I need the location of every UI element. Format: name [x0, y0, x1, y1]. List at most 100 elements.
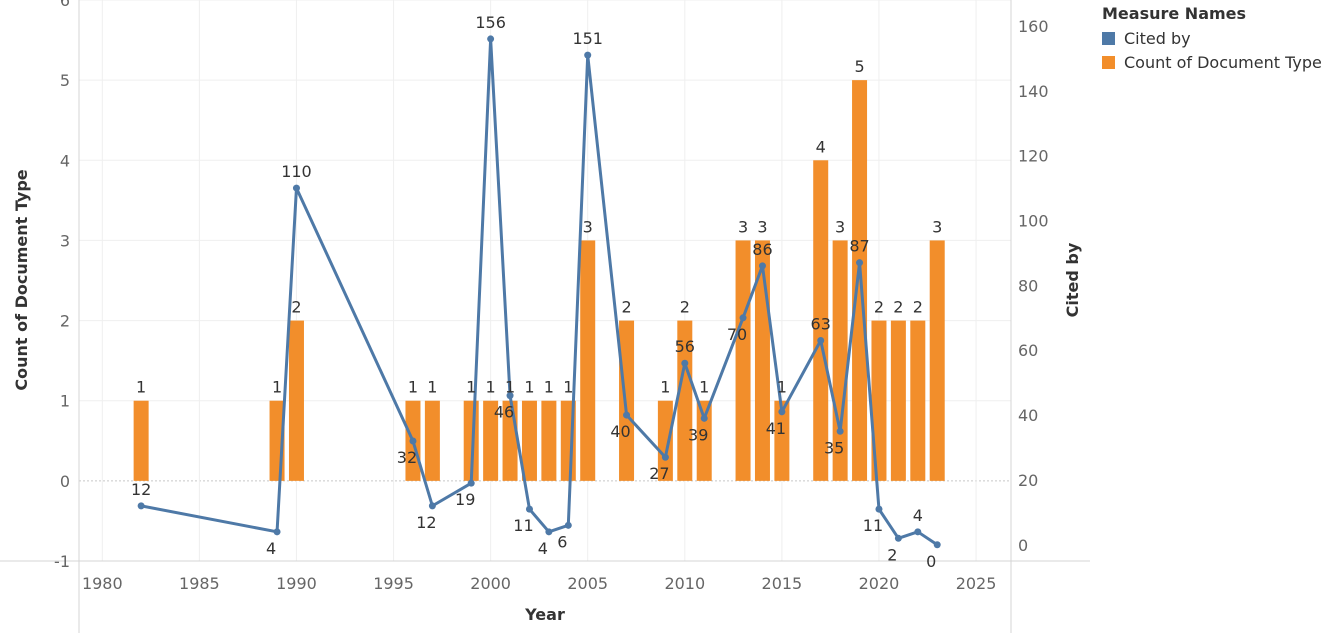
- bar-2021: [890, 320, 906, 481]
- line-label-1990: 110: [281, 162, 312, 181]
- bar-2017: [813, 160, 829, 481]
- bar-label-2022: 2: [913, 298, 923, 317]
- line-label-2020: 11: [863, 516, 883, 535]
- line-label-1997: 12: [416, 513, 436, 532]
- legend-swatch-count-of-document-type: [1102, 55, 1115, 69]
- bar-2020: [871, 320, 887, 481]
- x-tick-label: 1985: [179, 574, 220, 593]
- legend-title: Measure Names: [1102, 4, 1247, 23]
- bar-2009: [657, 400, 673, 481]
- y-right-axis-title: Cited by: [1063, 242, 1082, 317]
- y-left-tick-label: 2: [60, 312, 70, 331]
- y-right-tick-label: 100: [1018, 212, 1049, 231]
- axis-ticks: 1980 1985 1990 1995 2000 2005 2010 2015 2020 2025…: [54, 0, 1049, 593]
- y-left-tick-label: 1: [60, 392, 70, 411]
- x-tick-label: 2025: [956, 574, 997, 593]
- legend-label-cited-by: Cited by: [1124, 28, 1191, 48]
- line-label-2000: 156: [475, 13, 506, 32]
- line-label-2001: 46: [494, 403, 514, 422]
- bar-label-2013: 3: [738, 217, 748, 236]
- bar-label-2007: 2: [621, 298, 631, 317]
- bar-2000: [483, 400, 499, 481]
- point-2007: [623, 411, 631, 419]
- point-2021: [894, 534, 902, 542]
- y-left-axis-title: Count of Document Type: [12, 169, 31, 390]
- point-2015: [778, 408, 786, 416]
- legend: Measure Names Cited by Count of Document…: [1102, 4, 1322, 74]
- bar-label-2009: 1: [660, 378, 670, 397]
- point-2018: [836, 427, 844, 435]
- bar-label-1997: 1: [427, 378, 437, 397]
- bar-label-1999: 1: [466, 378, 476, 397]
- line-label-1989: 4: [266, 539, 276, 558]
- point-2003: [545, 528, 553, 536]
- bar-label-2003: 1: [544, 378, 554, 397]
- line-label-2009: 27: [649, 464, 669, 483]
- point-2022: [914, 528, 922, 536]
- point-2000: [487, 35, 495, 43]
- line-label-1996: 32: [397, 448, 417, 467]
- line-label-2019: 87: [849, 237, 869, 256]
- line-label-1999: 19: [455, 490, 475, 509]
- bar-label-2011: 1: [699, 378, 709, 397]
- line-label-2014: 86: [752, 240, 772, 259]
- y-left-tick-label: 5: [60, 71, 70, 90]
- y-right-tick-label: 60: [1018, 341, 1038, 360]
- legend-item-count-of-document-type[interactable]: Count of Document Type: [1102, 50, 1322, 74]
- chart-frame: [0, 0, 1090, 633]
- y-right-tick-label: 40: [1018, 406, 1038, 425]
- bar-label-2023: 3: [932, 217, 942, 236]
- point-1996: [409, 437, 417, 445]
- cited-by-line: [140, 37, 939, 547]
- x-tick-label: 2015: [762, 574, 803, 593]
- point-2010: [681, 359, 689, 367]
- bar-label-2010: 2: [680, 298, 690, 317]
- point-2001: [506, 392, 514, 400]
- y-left-tick-label: 3: [60, 231, 70, 250]
- point-1997: [428, 502, 436, 510]
- y-right-tick-label: 80: [1018, 276, 1038, 295]
- bar-2023: [929, 240, 945, 481]
- y-right-tick-label: 120: [1018, 147, 1049, 166]
- bar-label-2019: 5: [854, 57, 864, 76]
- line-label-2003: 4: [538, 539, 548, 558]
- point-2013: [739, 314, 747, 322]
- y-left-tick-label: 0: [60, 472, 70, 491]
- point-2014: [758, 262, 766, 270]
- bar-label-2014: 3: [757, 217, 767, 236]
- line-label-2011: 39: [688, 425, 708, 444]
- line-label-2002: 11: [513, 516, 533, 535]
- bar-1982: [133, 400, 149, 481]
- x-tick-label: 2000: [470, 574, 511, 593]
- bar-label-1982: 1: [136, 378, 146, 397]
- bar-1990: [288, 320, 304, 481]
- legend-item-cited-by[interactable]: Cited by: [1102, 26, 1322, 50]
- point-1999: [467, 479, 475, 487]
- bar-label-2002: 1: [524, 378, 534, 397]
- bar-label-2021: 2: [893, 298, 903, 317]
- point-2005: [584, 51, 592, 59]
- point-2004: [564, 521, 572, 529]
- bar-2011: [696, 400, 712, 481]
- line-series: [137, 35, 941, 549]
- line-label-1982: 12: [131, 480, 151, 499]
- bar-1997: [424, 400, 440, 481]
- bar-2007: [619, 320, 635, 481]
- point-2011: [700, 414, 708, 422]
- x-axis-title: Year: [524, 605, 565, 624]
- bar-label-2005: 3: [583, 217, 593, 236]
- bar-label-2018: 3: [835, 217, 845, 236]
- line-label-2018: 35: [824, 438, 844, 457]
- legend-label-count-of-document-type: Count of Document Type: [1124, 52, 1322, 72]
- line-label-2022: 4: [913, 506, 923, 525]
- x-tick-label: 1990: [276, 574, 317, 593]
- x-tick-label: 1980: [82, 574, 123, 593]
- line-label-2010: 56: [675, 337, 695, 356]
- bar-2022: [910, 320, 926, 481]
- bar-2002: [521, 400, 537, 481]
- line-label-2004: 6: [557, 532, 567, 551]
- bar-2015: [774, 400, 790, 481]
- point-1990: [292, 184, 300, 192]
- line-label-2007: 40: [610, 422, 630, 441]
